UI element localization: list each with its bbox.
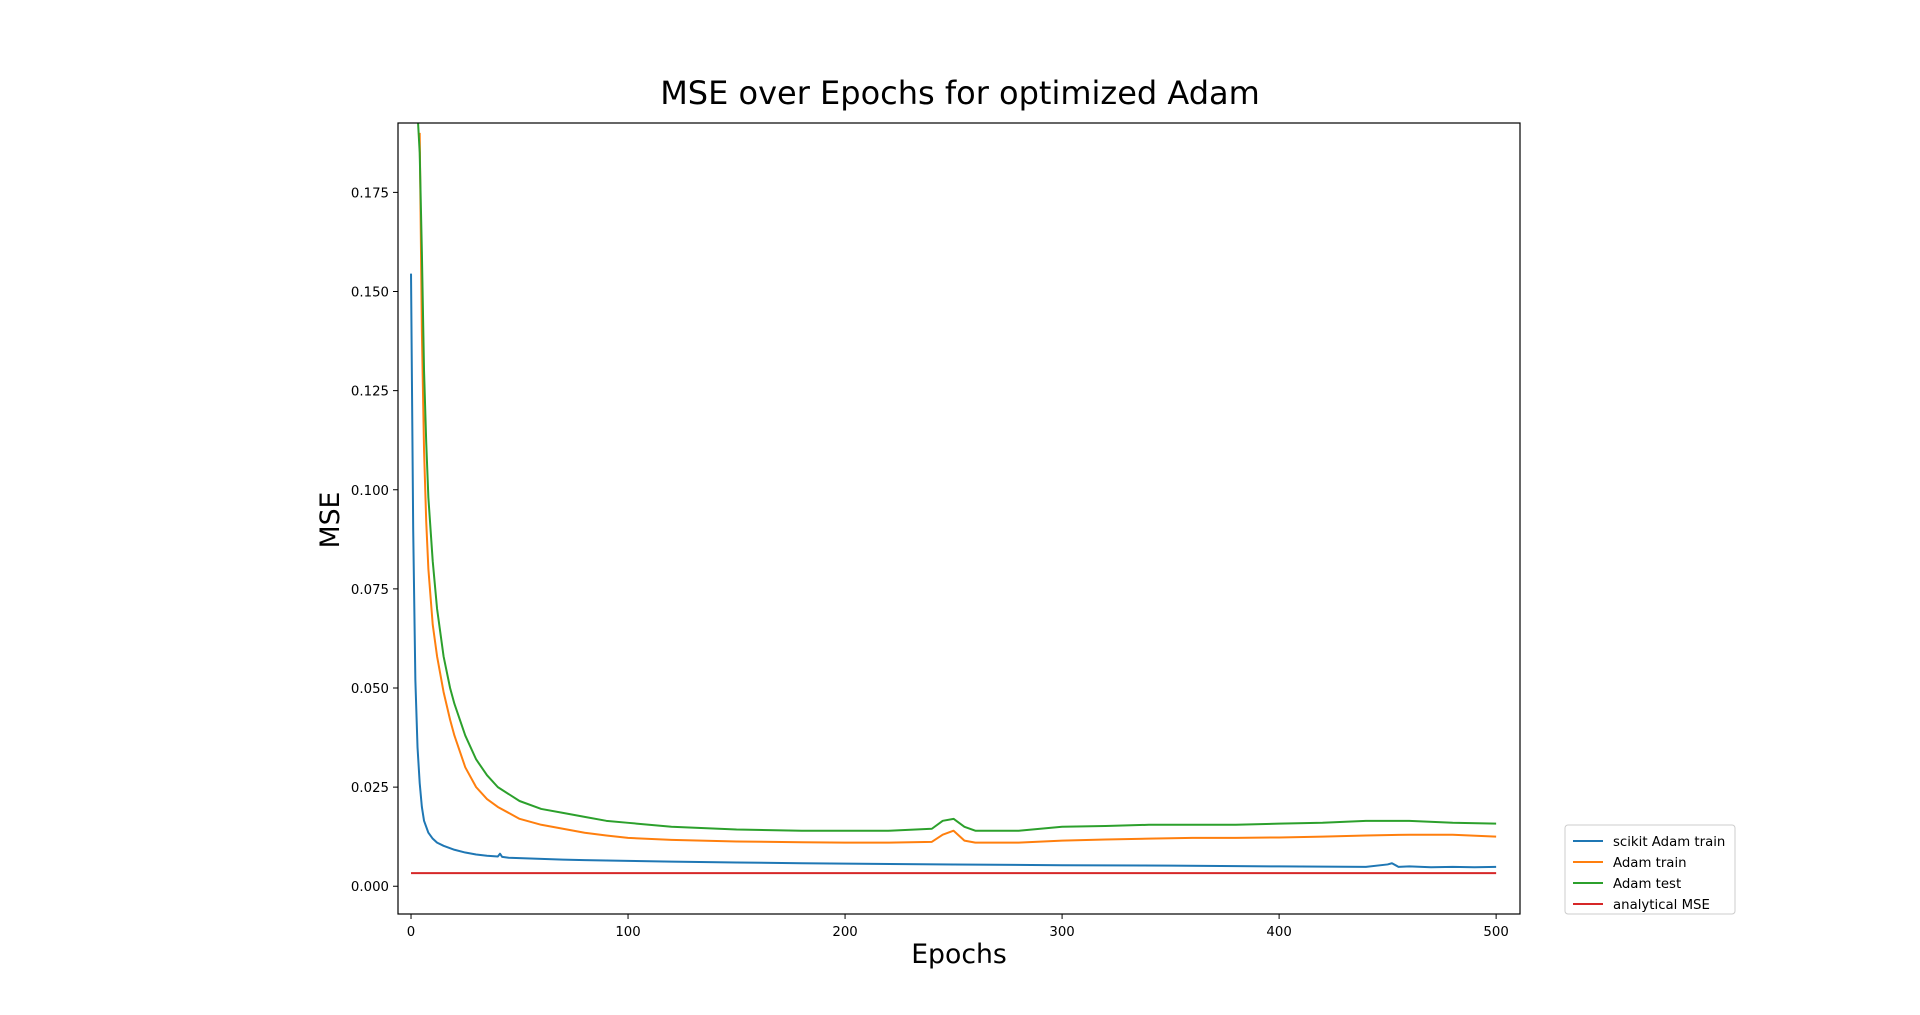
legend-items: scikit Adam train Adam train Adam test anal… (1573, 835, 1725, 913)
series-line-2 (417, 123, 1497, 832)
legend-label-2: Adam test (1613, 877, 1681, 892)
x-axis-ticks: 0 100 200 300 400 500 (407, 914, 1509, 940)
y-tick-label: 0.150 (351, 286, 389, 301)
legend-label-1: Adam train (1613, 856, 1687, 871)
series-line-0 (410, 273, 1497, 869)
x-tick-label: 500 (1483, 925, 1508, 940)
x-tick-label: 0 (407, 925, 415, 940)
series-line-1 (418, 132, 1497, 844)
y-tick-label: 0.050 (351, 682, 389, 697)
y-tick-label: 0.125 (351, 385, 389, 400)
legend-label-3: analytical MSE (1613, 898, 1710, 913)
x-axis-label: Epochs (911, 939, 1007, 970)
x-tick-label: 300 (1049, 925, 1074, 940)
x-tick-label: 100 (615, 925, 640, 940)
legend: scikit Adam train Adam train Adam test anal… (1564, 824, 1736, 915)
plot-frame (397, 122, 1521, 915)
y-axis-ticks: 0.000 0.025 0.050 0.075 0.100 0.125 0.150 0.175 (351, 186, 398, 895)
y-tick-label: 0.075 (351, 583, 389, 598)
legend-label-0: scikit Adam train (1613, 835, 1725, 850)
legend-frame (1564, 824, 1736, 915)
x-tick-label: 200 (832, 925, 857, 940)
y-tick-label: 0.025 (351, 781, 389, 796)
y-axis-label: MSE (315, 492, 346, 549)
plot-area (397, 122, 1521, 915)
x-tick-label: 400 (1266, 925, 1291, 940)
series-group (410, 123, 1497, 875)
y-tick-label: 0.175 (351, 186, 389, 201)
y-tick-label: 0.000 (351, 880, 389, 895)
chart-title: MSE over Epochs for optimized Adam (660, 74, 1260, 112)
y-tick-label: 0.100 (351, 484, 389, 499)
